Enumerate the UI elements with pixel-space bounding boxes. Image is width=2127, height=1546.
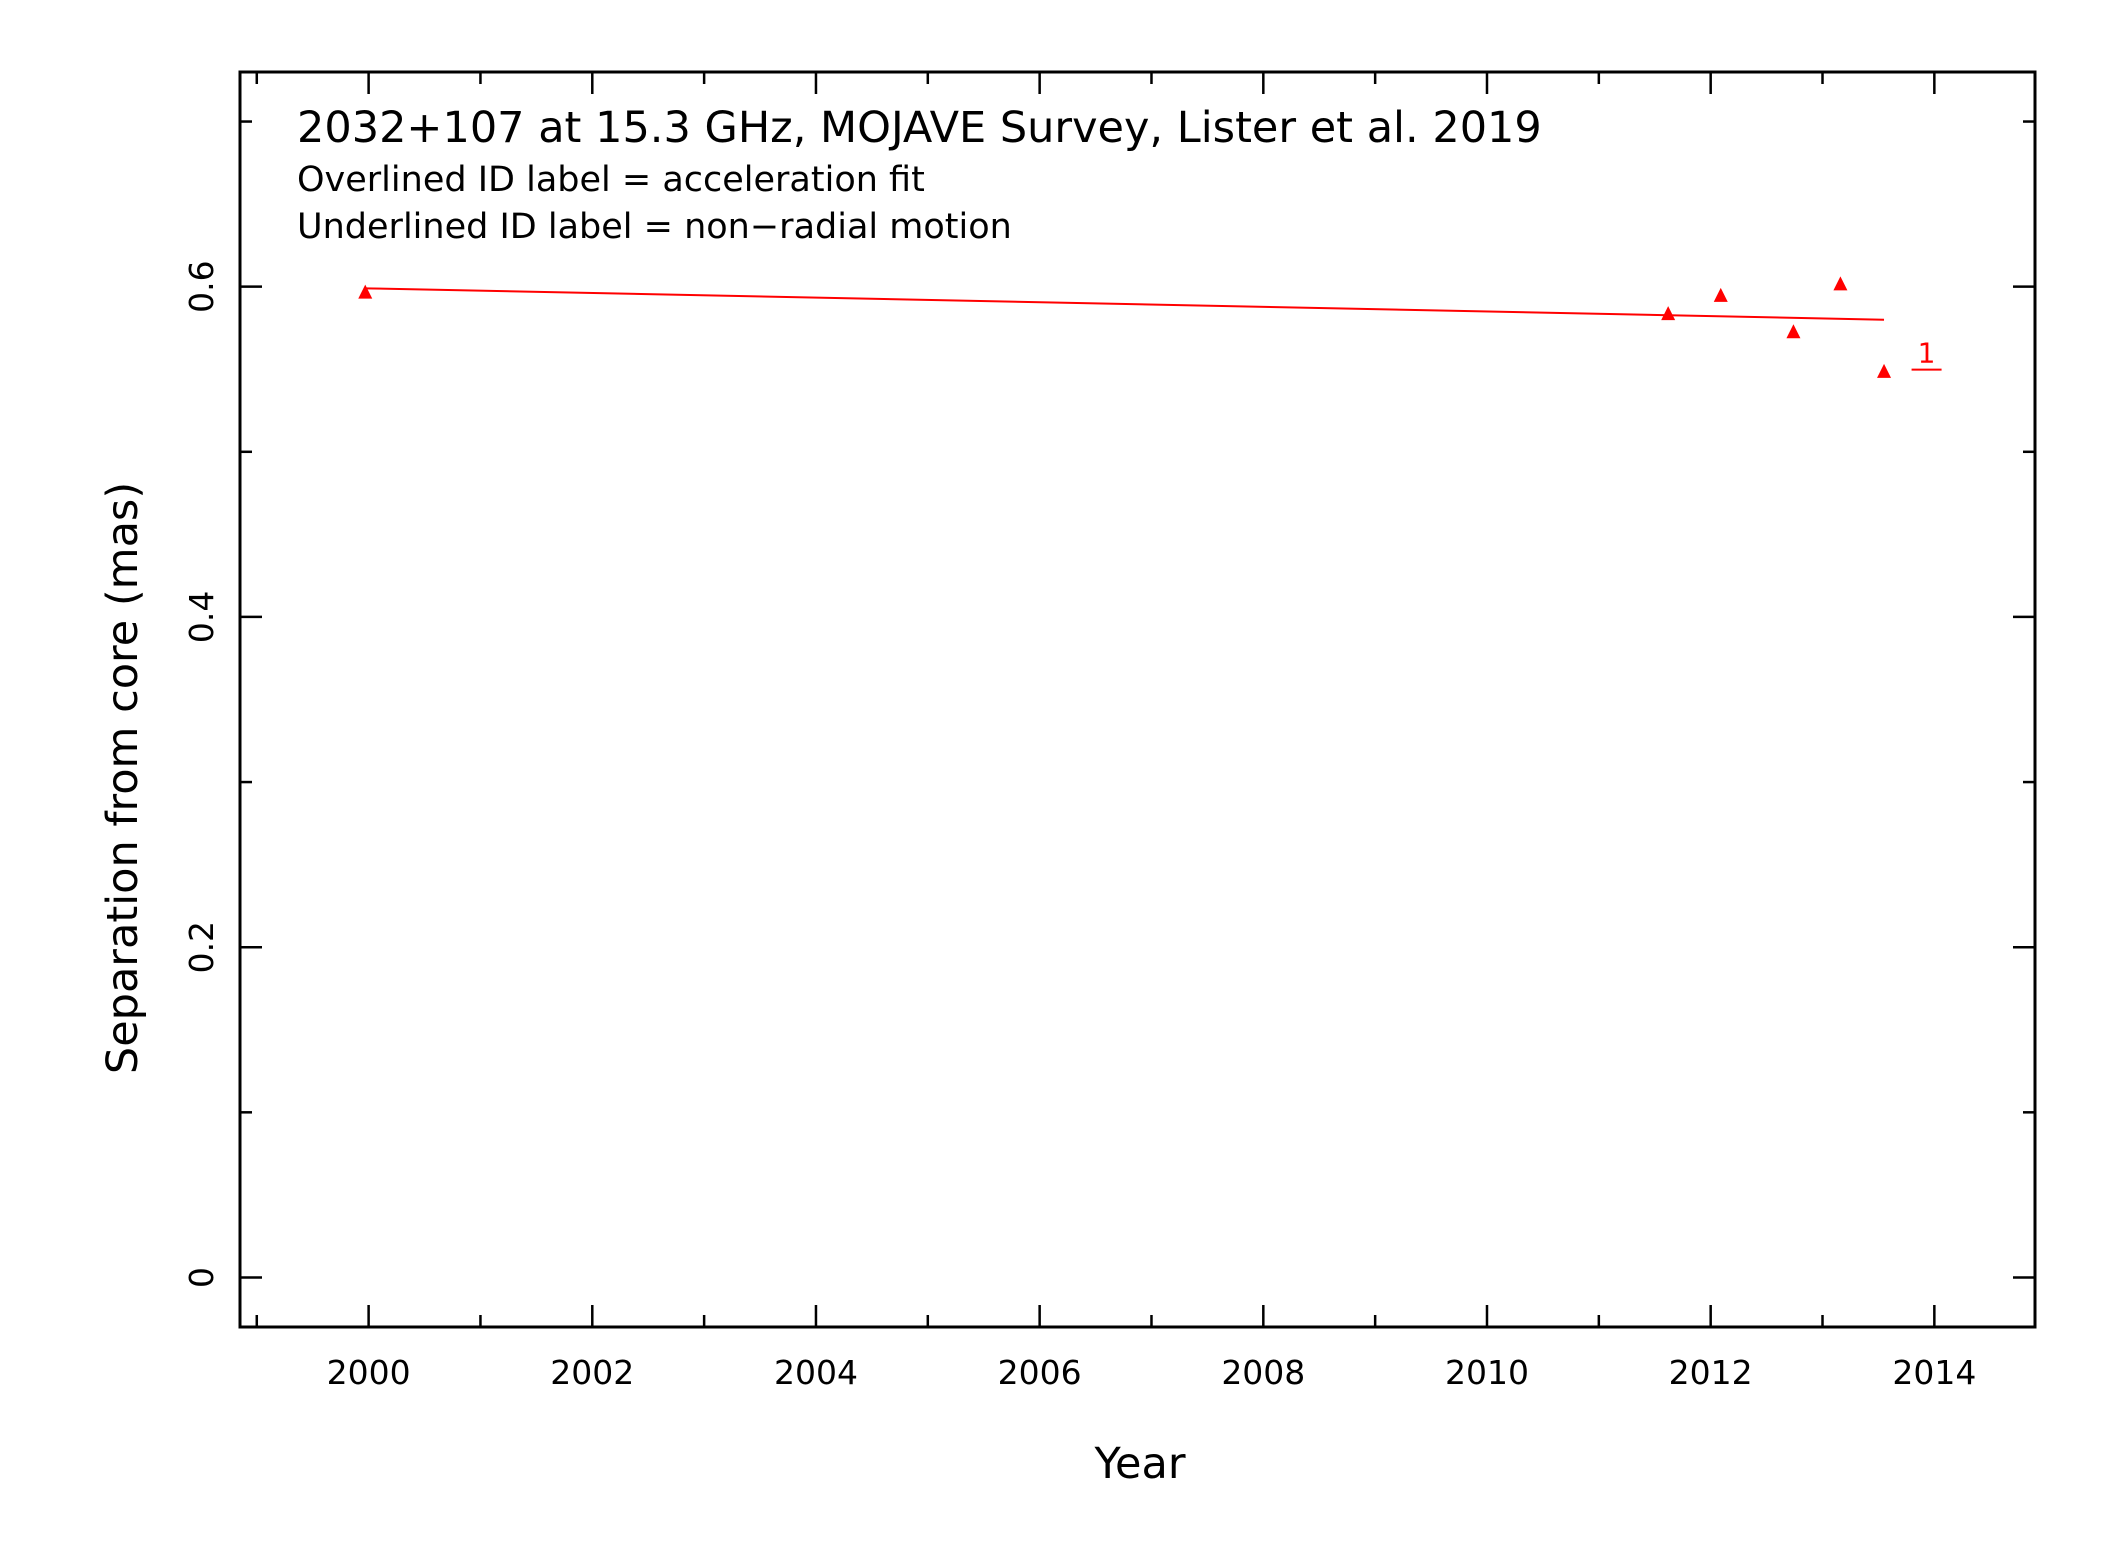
note-overlined: Overlined ID label = acceleration fit <box>297 160 925 200</box>
data-point <box>1786 324 1801 339</box>
fit-line <box>365 287 1885 321</box>
x-tick-label: 2002 <box>550 1353 634 1392</box>
x-tick-label: 2010 <box>1445 1353 1529 1392</box>
data-point <box>1713 287 1728 302</box>
y-tick-label: 0.4 <box>182 591 221 643</box>
x-tick-label: 2014 <box>1892 1353 1976 1392</box>
x-axis-label: Year <box>1093 1439 1185 1489</box>
data-point <box>358 284 373 299</box>
fit-lines <box>365 287 1885 321</box>
data-point <box>1661 306 1676 321</box>
component-labels: 1 <box>1911 337 1942 371</box>
x-tick-label: 2008 <box>1221 1353 1305 1392</box>
y-tick-label: 0 <box>182 1267 221 1288</box>
axis-ticks <box>240 72 2035 1327</box>
x-tick-label: 2012 <box>1669 1353 1753 1392</box>
x-tick-label: 2004 <box>774 1353 858 1392</box>
component-label: 1 <box>1918 337 1936 370</box>
data-point <box>1833 276 1848 291</box>
chart-title: 2032+107 at 15.3 GHz, MOJAVE Survey, Lis… <box>297 103 1542 153</box>
axis-tick-labels: 2000 2002 2004 2006 2008 2010 2012 2014 0 0.2 0.4 0… <box>182 260 1976 1392</box>
note-underlined: Underlined ID label = non−radial motion <box>297 207 1012 247</box>
y-tick-label: 0.2 <box>182 921 221 973</box>
data-points <box>358 276 1892 378</box>
y-axis-label: Separation from core (mas) <box>98 482 148 1074</box>
x-tick-label: 2000 <box>327 1353 411 1392</box>
plot-frame <box>238 70 2037 1329</box>
y-tick-label: 0.6 <box>182 260 221 312</box>
data-point <box>1877 363 1892 378</box>
x-tick-label: 2006 <box>998 1353 1082 1392</box>
